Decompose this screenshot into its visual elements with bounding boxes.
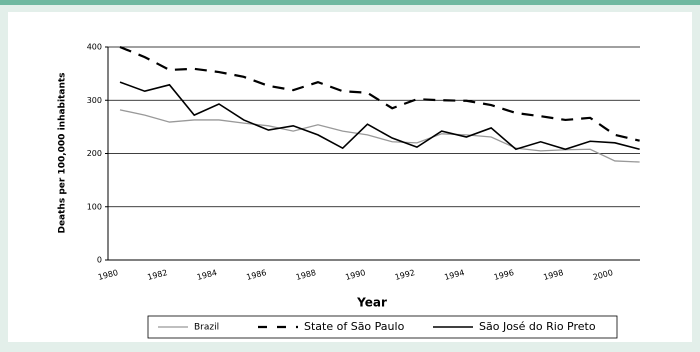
y-axis-title: Deaths per 100,000 inhabitants	[58, 72, 68, 233]
y-tick-label: 100	[87, 202, 102, 211]
y-tick-label: 400	[87, 43, 102, 52]
y-tick-label: 200	[87, 149, 102, 158]
x-axis-title: Year	[356, 296, 387, 310]
legend-label: Brazil	[194, 323, 219, 333]
y-tick-label: 300	[87, 96, 102, 105]
series-line	[119, 45, 640, 142]
top-stripe	[0, 0, 700, 5]
legend-label: São José do Rio Preto	[479, 320, 596, 333]
series-line	[119, 81, 640, 151]
legend-label: State of São Paulo	[304, 320, 405, 333]
y-tick-label: 0	[97, 256, 102, 265]
legend-box	[147, 315, 618, 339]
series-line	[119, 109, 640, 163]
chart-panel	[8, 12, 692, 342]
